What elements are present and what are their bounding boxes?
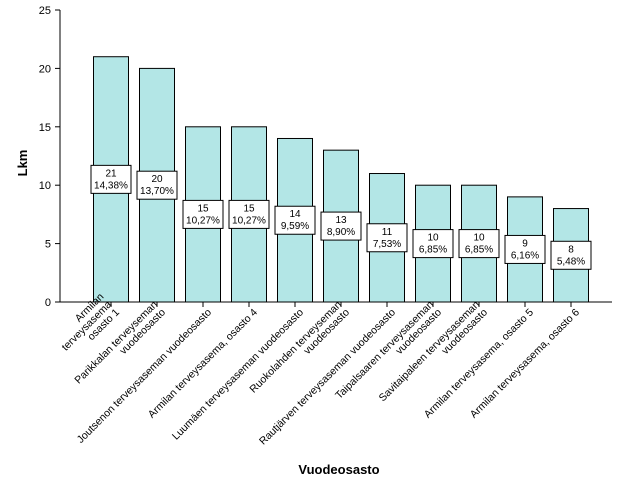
data-label: 8 — [568, 244, 574, 255]
data-label: 5,48% — [557, 256, 585, 267]
data-label: 13,70% — [140, 186, 174, 197]
data-labels-group: 2114,38%2013,70%1510,27%1510,27%149,59%1… — [90, 164, 592, 270]
data-label-box — [504, 234, 546, 264]
y-tick-label: 5 — [45, 239, 51, 251]
data-label: 21 — [105, 168, 117, 179]
data-label-box — [274, 205, 316, 235]
data-label: 11 — [382, 227, 393, 238]
data-label: 7,53% — [373, 239, 401, 250]
data-label-box — [136, 170, 178, 200]
y-tick-label: 25 — [39, 5, 51, 17]
data-label: 8,90% — [327, 227, 355, 238]
x-axis-title: Vuodeosasto — [298, 462, 379, 477]
data-label: 14,38% — [94, 180, 128, 191]
y-tick-label: 15 — [39, 122, 51, 134]
data-label-box — [228, 199, 270, 229]
data-label: 10,27% — [186, 215, 220, 226]
axes-group: 0 5 10 15 20 25 — [39, 5, 612, 309]
y-tick-label: 10 — [39, 180, 51, 192]
data-label-box — [90, 164, 132, 194]
data-label-box — [550, 240, 592, 270]
data-label: 15 — [197, 203, 209, 214]
y-axis-title: Lkm — [15, 150, 30, 177]
y-tick-label: 0 — [45, 297, 51, 309]
data-label-box — [366, 223, 408, 253]
data-label-box — [458, 229, 500, 259]
data-label: 13 — [335, 215, 347, 226]
data-label: 9,59% — [281, 221, 309, 232]
data-label: 15 — [243, 203, 255, 214]
data-label: 10,27% — [232, 215, 266, 226]
data-label-box — [182, 199, 224, 229]
data-label: 6,85% — [419, 245, 447, 256]
data-label-box — [320, 211, 362, 241]
data-label: 9 — [522, 238, 528, 249]
data-label: 10 — [473, 233, 485, 244]
data-label: 6,16% — [511, 250, 539, 261]
data-label-box — [412, 229, 454, 259]
y-tick-label: 20 — [39, 63, 51, 75]
data-label: 20 — [151, 174, 163, 185]
data-label: 10 — [427, 233, 439, 244]
data-label: 6,85% — [465, 245, 493, 256]
data-label: 14 — [289, 209, 301, 220]
